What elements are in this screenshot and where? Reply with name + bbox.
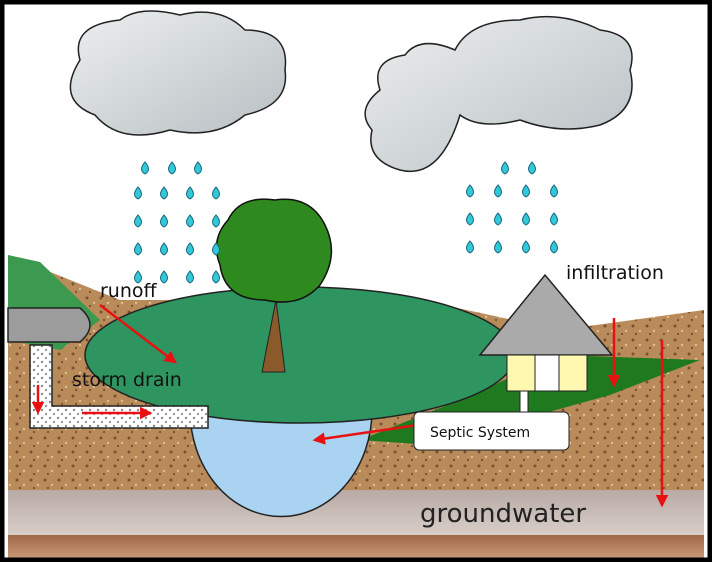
tree-crown [216, 199, 331, 302]
page: {"labels": {"runoff": "runoff", "storm_d… [0, 0, 712, 562]
storm-drain-label: storm drain [72, 369, 182, 391]
groundwater-layer [8, 490, 704, 535]
bedrock-layer [8, 535, 704, 558]
septic-pipe [520, 391, 528, 413]
runoff-label: runoff [100, 280, 158, 302]
groundwater-label: groundwater [420, 499, 586, 529]
house-door [535, 355, 559, 391]
hill [85, 287, 515, 423]
water-cycle-diagram: runoff storm drain infiltration Septic S… [0, 0, 712, 562]
infiltration-label: infiltration [566, 262, 664, 284]
septic-label: Septic System [430, 425, 530, 441]
drain-outlet [8, 308, 90, 342]
